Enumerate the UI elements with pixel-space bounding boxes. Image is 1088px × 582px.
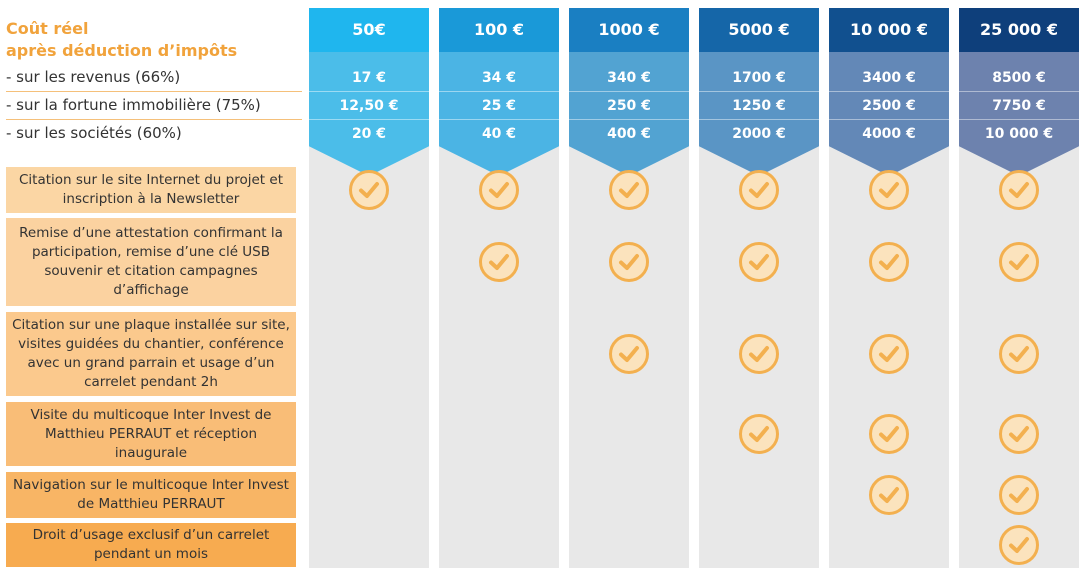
column-cost-block xyxy=(959,52,1079,176)
check-circle-icon xyxy=(869,475,909,515)
cell-divider xyxy=(829,91,949,92)
check-circle-icon xyxy=(609,334,649,374)
cell-divider xyxy=(569,91,689,92)
cost-cell: 40 € xyxy=(481,126,517,142)
column-header: 50€ xyxy=(309,8,429,52)
cost-cell: 1250 € xyxy=(732,98,786,114)
cell-divider xyxy=(959,91,1079,92)
cell-divider xyxy=(309,119,429,120)
cost-cell: 2500 € xyxy=(862,98,916,114)
check-circle-icon xyxy=(999,414,1039,454)
column-cost-block xyxy=(439,52,559,176)
column-header: 10 000 € xyxy=(829,8,949,52)
check-circle-icon xyxy=(609,242,649,282)
check-circle-icon xyxy=(609,170,649,210)
check-circle-icon xyxy=(479,170,519,210)
cost-cell: 400 € xyxy=(607,126,651,142)
cost-cell: 3400 € xyxy=(862,70,916,86)
cost-cell: 340 € xyxy=(607,70,651,86)
column-header: 25 000 € xyxy=(959,8,1079,52)
benefit-row-3: Citation sur une plaque installée sur si… xyxy=(6,312,296,396)
cell-divider xyxy=(439,91,559,92)
check-circle-icon xyxy=(869,170,909,210)
cell-divider xyxy=(829,119,949,120)
column-cost-block xyxy=(699,52,819,176)
check-circle-icon xyxy=(869,414,909,454)
benefit-row-2: Remise d’une attestation confirmant la p… xyxy=(6,218,296,306)
check-circle-icon xyxy=(739,170,779,210)
tax-row-label-1: - sur les revenus (66%) xyxy=(6,68,181,86)
column-header: 1000 € xyxy=(569,8,689,52)
cost-cell: 10 000 € xyxy=(984,126,1054,142)
check-circle-icon xyxy=(999,334,1039,374)
check-circle-icon xyxy=(869,242,909,282)
cost-cell: 8500 € xyxy=(992,70,1046,86)
tax-row-label-3: - sur les sociétés (60%) xyxy=(6,124,182,142)
column-cost-block xyxy=(569,52,689,176)
cost-cell: 4000 € xyxy=(862,126,916,142)
tax-row-divider xyxy=(6,91,302,92)
cost-cell: 20 € xyxy=(351,126,387,142)
check-circle-icon xyxy=(999,170,1039,210)
check-circle-icon xyxy=(869,334,909,374)
cell-divider xyxy=(699,119,819,120)
benefit-row-5: Navigation sur le multicoque Inter Inves… xyxy=(6,472,296,518)
check-circle-icon xyxy=(999,475,1039,515)
cell-divider xyxy=(699,91,819,92)
cell-divider xyxy=(959,119,1079,120)
column-header: 100 € xyxy=(439,8,559,52)
cost-cell: 7750 € xyxy=(992,98,1046,114)
title-line-1: Coût réel xyxy=(6,19,89,38)
cell-divider xyxy=(569,119,689,120)
benefit-row-4: Visite du multicoque Inter Invest de Mat… xyxy=(6,402,296,466)
cost-cell: 250 € xyxy=(607,98,651,114)
cost-cell: 25 € xyxy=(481,98,517,114)
column-cost-block xyxy=(829,52,949,176)
column-cost-block xyxy=(309,52,429,176)
tax-row-label-2: - sur la fortune immobilière (75%) xyxy=(6,96,261,114)
check-circle-icon xyxy=(739,334,779,374)
check-circle-icon xyxy=(739,414,779,454)
cell-divider xyxy=(309,91,429,92)
title-line-2: après déduction d’impôts xyxy=(6,41,238,60)
benefit-row-1: Citation sur le site Internet du projet … xyxy=(6,167,296,213)
tax-row-divider xyxy=(6,119,302,120)
check-circle-icon xyxy=(349,170,389,210)
cost-cell: 1700 € xyxy=(732,70,786,86)
check-circle-icon xyxy=(479,242,519,282)
check-circle-icon xyxy=(999,242,1039,282)
cost-cell: 17 € xyxy=(351,70,387,86)
check-circle-icon xyxy=(739,242,779,282)
column-header: 5000 € xyxy=(699,8,819,52)
benefit-row-6: Droit d’usage exclusif d’un carrelet pen… xyxy=(6,523,296,567)
cell-divider xyxy=(439,119,559,120)
cost-title: Coût réel après déduction d’impôts xyxy=(6,18,237,62)
check-circle-icon xyxy=(999,525,1039,565)
cost-cell: 2000 € xyxy=(732,126,786,142)
cost-cell: 12,50 € xyxy=(339,98,399,114)
cost-cell: 34 € xyxy=(481,70,517,86)
